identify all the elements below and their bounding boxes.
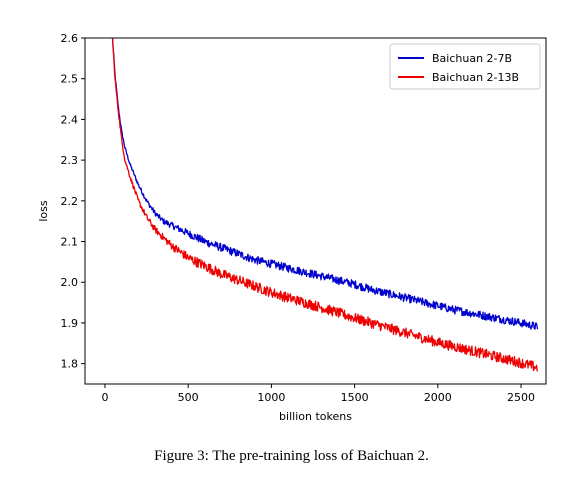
y-tick-label: 2.6	[61, 32, 79, 45]
legend-box	[389, 43, 541, 90]
y-tick-label: 1.9	[61, 317, 79, 330]
y-tick-label: 2.0	[61, 276, 79, 289]
x-tick-label: 1000	[257, 391, 285, 404]
figure-caption: Figure 3: The pre-training loss of Baich…	[154, 448, 429, 464]
x-axis-label: billion tokens	[279, 410, 352, 423]
y-tick-label: 2.4	[61, 113, 79, 126]
loss-chart: 0 500 1000 1500 2000 2500 1.8 1.9 2.0 2.1 2.2 2.3 2…	[37, 32, 547, 423]
y-axis-label: loss	[37, 200, 50, 222]
series-line-7b	[111, 38, 539, 330]
series-line-13b	[111, 38, 539, 372]
plot-lines	[111, 38, 539, 372]
y-tick-label: 2.2	[61, 195, 79, 208]
x-tick-label: 1500	[341, 391, 369, 404]
legend: Baichuan 2-7B Baichuan 2-13B	[389, 43, 541, 90]
plot-frame	[84, 37, 547, 385]
y-axis: 1.8 1.9 2.0 2.1 2.2 2.3 2.4 2.5 2.6	[61, 32, 85, 371]
y-tick-label: 2.3	[61, 154, 79, 167]
x-axis: 0 500 1000 1500 2000 2500	[101, 384, 535, 404]
x-tick-label: 500	[178, 391, 199, 404]
y-tick-label: 2.5	[61, 73, 79, 86]
y-tick-label: 2.1	[61, 236, 79, 249]
x-tick-label: 0	[101, 391, 108, 404]
x-tick-label: 2000	[424, 391, 452, 404]
legend-label-7b: Baichuan 2-7B	[432, 52, 512, 65]
legend-label-13b: Baichuan 2-13B	[432, 71, 519, 84]
y-tick-label: 1.8	[61, 358, 79, 371]
x-tick-label: 2500	[507, 391, 535, 404]
